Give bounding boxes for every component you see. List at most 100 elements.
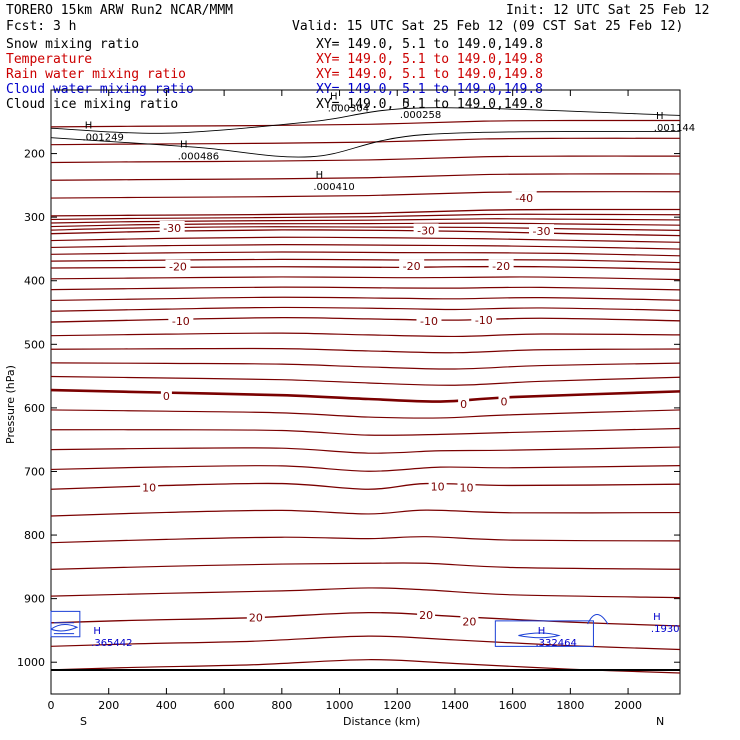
snow-contour [50, 107, 681, 134]
isotherm--20 [50, 265, 681, 270]
contour-label: -10 [475, 314, 493, 327]
contour-label-bg [159, 220, 185, 233]
field-name-4: Cloud ice mixing ratio [6, 97, 178, 112]
isotherm-minor [50, 347, 681, 354]
isotherm-upper [50, 137, 681, 146]
south-label: S [80, 715, 87, 728]
isotherm-minor [50, 446, 681, 454]
extremum-value: .332464 [536, 638, 577, 649]
field-name-2: Rain water mixing ratio [6, 67, 186, 82]
isotherm-upper [50, 119, 681, 128]
contour-label: -10 [420, 315, 438, 328]
isotherm-minor [50, 362, 681, 370]
isotherm-minor [50, 226, 681, 231]
extremum-value: .000486 [178, 151, 219, 162]
x-tick-label: 1400 [441, 699, 469, 712]
isotherm-minor [50, 276, 681, 281]
isotherm-minor [50, 286, 681, 291]
contour-label-bg [428, 479, 447, 492]
extremum-h-mark: H [85, 120, 93, 131]
contour-label-bg [160, 388, 172, 401]
y-tick-label: 500 [24, 338, 45, 351]
y-tick-label: 300 [24, 211, 45, 224]
field-name-1: Temperature [6, 52, 92, 67]
cloud-water-inner [518, 632, 561, 639]
y-tick-label: 400 [24, 275, 45, 288]
contour-label-bg [457, 480, 476, 493]
isotherm-minor [50, 306, 681, 312]
contour-label-bg [498, 394, 510, 407]
isotherm-20 [50, 611, 681, 627]
contour-label: 20 [249, 612, 263, 625]
x-tick-label: 0 [48, 699, 55, 712]
y-tick-label: 600 [24, 402, 45, 415]
contour-label: 20 [462, 616, 476, 629]
isotherm-minor [50, 258, 681, 264]
isotherm-minor [50, 236, 681, 243]
extremum-h-mark: H [316, 170, 324, 181]
isotherm-minor [50, 222, 681, 228]
isotherm-minor [50, 536, 681, 544]
contour-label-bg [458, 397, 470, 410]
y-tick-label: 1000 [17, 656, 45, 669]
extremum-value: .001249 [83, 132, 124, 143]
isotherm-minor [50, 375, 681, 386]
contour-label: 0 [163, 390, 170, 403]
contour-label-bg [417, 608, 436, 621]
isotherm-upper [50, 155, 681, 164]
contour-label: -10 [172, 315, 190, 328]
x-tick-label: 600 [214, 699, 235, 712]
isotherm-minor [50, 427, 681, 436]
isotherm-minor [50, 509, 681, 517]
field-xy-0: XY= 149.0, 5.1 to 149.0,149.8 [316, 37, 543, 52]
header-valid: Valid: 15 UTC Sat 25 Feb 12 (09 CST Sat … [292, 19, 683, 34]
contour-label: -20 [403, 260, 421, 273]
isotherm-minor [50, 218, 681, 224]
isotherm--40 [50, 208, 681, 217]
x-tick-label: 2000 [614, 699, 642, 712]
field-xy-2: XY= 149.0, 5.1 to 149.0,149.8 [316, 67, 543, 82]
y-tick-label: 200 [24, 148, 45, 161]
snow-contours [50, 107, 681, 158]
isotherm--30 [50, 229, 681, 237]
contour-label-bg [140, 480, 159, 493]
contour-label: 10 [142, 481, 156, 494]
extremum-h-mark: H [656, 111, 664, 122]
isotherm-0 [50, 388, 681, 403]
x-tick-label: 1600 [499, 699, 527, 712]
extremum-value: .001144 [654, 123, 695, 134]
isotherm-minor [50, 244, 681, 250]
contour-label-bg [246, 610, 265, 623]
snow-contour [50, 130, 681, 158]
header-model: TORERO 15km ARW Run2 NCAR/MMM [6, 3, 233, 18]
isotherm-minor [50, 213, 681, 221]
y-tick-label: 800 [24, 529, 45, 542]
cloud-water-contour [50, 610, 81, 638]
contour-label-bg [529, 224, 555, 237]
contour-label-bg [511, 191, 537, 204]
contour-label-bg [399, 259, 425, 272]
contour-label: -40 [515, 192, 533, 205]
contour-label: -20 [492, 260, 510, 273]
isotherm-upper [50, 191, 681, 199]
contour-label-bg [165, 259, 191, 272]
extremum-h-mark: H [93, 626, 101, 637]
contour-label: -20 [169, 261, 187, 274]
cloud-water-contour [494, 620, 594, 647]
cloud-water-inner [587, 614, 609, 625]
extremum-h-mark: H [402, 98, 410, 109]
header-fcst: Fcst: 3 h [6, 19, 76, 34]
cloud-water-inner [53, 622, 75, 635]
contour-label-bg [168, 313, 194, 326]
contour-label-bg [471, 313, 497, 326]
x-axis-label: Distance (km) [343, 715, 420, 728]
isotherm--10 [50, 316, 681, 323]
isotherm-lower [50, 659, 681, 674]
isotherm-minor [50, 409, 681, 419]
extremum-h-mark: H [330, 92, 338, 103]
header-init: Init: 12 UTC Sat 25 Feb 12 [506, 3, 710, 18]
contour-label: 10 [459, 481, 473, 494]
contour-label-bg [413, 223, 439, 236]
x-tick-label: 200 [98, 699, 119, 712]
